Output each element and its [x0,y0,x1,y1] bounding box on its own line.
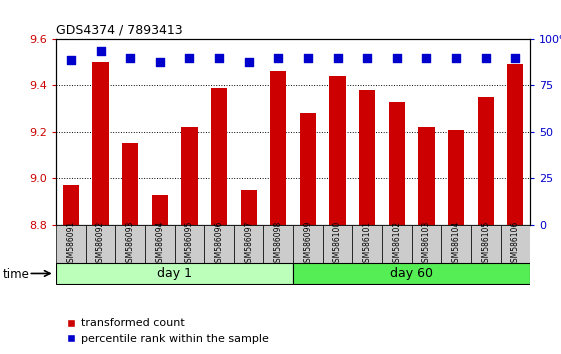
Bar [270,72,287,225]
Bar [389,102,405,225]
Point [363,55,372,60]
Bar [56,225,86,264]
Bar [151,195,168,225]
Point [274,55,283,60]
Text: GSM586103: GSM586103 [422,221,431,267]
Text: GSM586093: GSM586093 [126,221,135,268]
Bar [507,64,523,225]
Point [66,57,75,63]
Point [185,55,194,60]
Legend: transformed count, percentile rank within the sample: transformed count, percentile rank withi… [62,314,273,348]
Point [511,55,520,60]
Text: GSM586101: GSM586101 [363,221,372,267]
Text: GSM586097: GSM586097 [244,221,253,268]
Bar [352,225,382,264]
Bar [359,90,375,225]
Bar [145,225,174,264]
Point [304,55,312,60]
Point [392,55,401,60]
Bar [56,263,293,284]
Point [333,55,342,60]
Text: GSM586092: GSM586092 [96,221,105,267]
Bar [181,127,197,225]
Bar [329,76,346,225]
Bar [116,225,145,264]
Point [126,55,135,60]
Text: time: time [3,268,30,281]
Bar [174,225,204,264]
Bar [477,97,494,225]
Point [155,59,164,65]
Text: GSM586102: GSM586102 [392,221,401,267]
Bar [293,263,530,284]
Text: GSM586095: GSM586095 [185,221,194,268]
Bar [241,190,257,225]
Point [244,59,253,65]
Bar [122,143,139,225]
Text: GSM586098: GSM586098 [274,221,283,267]
Bar [293,225,323,264]
Bar [300,113,316,225]
Bar [442,225,471,264]
Bar [448,130,464,225]
Bar [323,225,352,264]
Text: GSM586105: GSM586105 [481,221,490,267]
Text: GDS4374 / 7893413: GDS4374 / 7893413 [56,23,183,36]
Bar [412,225,442,264]
Bar [471,225,500,264]
Bar [419,127,435,225]
Bar [211,88,227,225]
Bar [63,185,79,225]
Text: GSM586100: GSM586100 [333,221,342,267]
Bar [500,225,530,264]
Text: GSM586096: GSM586096 [214,221,223,268]
Text: GSM586104: GSM586104 [452,221,461,267]
Bar [382,225,412,264]
Text: day 1: day 1 [157,267,192,280]
Text: GSM586094: GSM586094 [155,221,164,268]
Bar [204,225,234,264]
Text: day 60: day 60 [390,267,433,280]
Bar [264,225,293,264]
Bar [93,62,109,225]
Text: GSM586099: GSM586099 [304,221,312,268]
Point [96,48,105,53]
Bar [86,225,116,264]
Point [452,55,461,60]
Point [481,55,490,60]
Point [214,55,223,60]
Bar [234,225,264,264]
Point [422,55,431,60]
Text: GSM586106: GSM586106 [511,221,520,267]
Text: GSM586091: GSM586091 [66,221,75,267]
